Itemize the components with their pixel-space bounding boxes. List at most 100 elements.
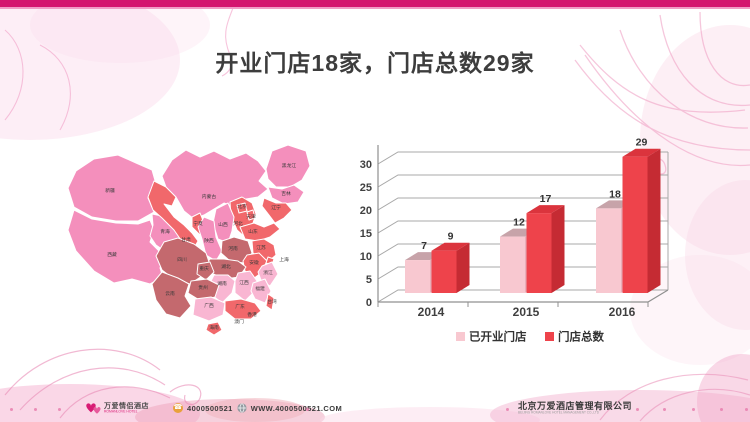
x-category-label-2016: 2016 [609,305,636,319]
x-category-label-2014: 2014 [418,305,445,319]
province-海南 [205,321,223,336]
y-tick-label-30: 30 [360,159,372,171]
store-count-bar-chart: 7 9 12 17 18 29 0 5 10 15 20 25 30 2014 2015 2016 已开业门店 门… [360,137,669,344]
decor-dot [58,408,61,411]
province-label-广西: 广西 [204,302,214,309]
province-黑龙江 [265,144,311,188]
gridline-0 [377,289,668,303]
province-广东 [224,298,262,320]
bar-value-label-门店总数-2015: 17 [540,193,552,205]
province-label-内蒙古: 内蒙古 [202,193,217,200]
company-name-cn: 北京万爱酒店管理有限公司 [518,401,633,411]
bar-门店总数-2014 [431,250,457,293]
province-山东 [239,222,281,242]
province-label-陕西: 陕西 [204,237,214,244]
gridline-25 [377,174,668,188]
province-贵州 [187,278,220,302]
bar-已开业门店-2015 [500,236,525,293]
province-label-湖北: 湖北 [221,263,231,270]
province-label-河南: 河南 [228,245,238,252]
company-name-en: BEIJING ROMANLOVE HOTEL MANAGEMENT CO.,L… [518,411,599,415]
bar-value-label-门店总数-2016: 29 [636,137,648,149]
wash-right-2 [685,180,750,330]
province-label-澳门: 澳门 [234,318,244,325]
gridline-10 [377,243,668,257]
decor-dot [636,408,639,411]
province-label-黑龙江: 黑龙江 [282,162,297,169]
brand-name-en: ROMANLOVE HOTEL [104,410,138,414]
y-tick-label-15: 15 [360,228,372,240]
province-label-福建: 福建 [255,285,265,292]
website-url: WWW.4000500521.COM [250,403,343,413]
legend-swatch-已开业门店 [456,332,465,341]
gridline-15 [377,220,668,234]
province-辽宁 [261,197,293,224]
wash-bottom-mid [320,407,540,422]
province-label-河北: 河北 [233,220,243,227]
bar-top-门店总数-2014 [431,242,470,251]
decor-dot [34,408,37,411]
province-label-湖南: 湖南 [217,280,227,287]
wash-top-left [0,0,180,140]
bar-top-门店总数-2016 [622,148,661,157]
province-新疆 [67,154,157,222]
decor-dot [506,408,509,411]
province-label-香港: 香港 [247,311,257,318]
top-accent-bar [0,0,750,7]
province-福建 [250,278,272,304]
bar-门店总数-2015 [526,213,552,293]
legend-label-已开业门店: 已开业门店 [469,330,527,344]
province-label-江苏: 江苏 [256,244,266,251]
double-heart-icon [86,403,101,414]
bar-side-门店总数-2015 [551,205,565,293]
y-tick-label-20: 20 [360,205,372,217]
brand-logo [85,402,102,422]
gridline-30 [377,151,668,165]
province-label-广东: 广东 [235,303,245,310]
province-label-新疆: 新疆 [105,187,115,194]
province-台湾 [265,293,275,311]
gridline-5 [377,266,668,280]
brand-text: 万爱情侣酒店 ROMANLOVE HOTEL [104,403,174,417]
bar-value-label-已开业门店-2015: 12 [513,217,525,229]
bar-side-门店总数-2016 [647,148,661,293]
phone-number: 4000500521 [187,403,233,413]
footer-contact: ☎ 4000500521 WWW.4000500521.COM [173,403,342,413]
province-label-上海: 上海 [279,256,289,263]
decor-dot [720,408,723,411]
flower-strokes-bottom-right [599,373,750,422]
x-category-label-2015: 2015 [513,305,540,319]
province-label-安徽: 安徽 [249,259,259,266]
legend-label-门店总数: 门店总数 [558,330,604,344]
wash-bottom-left-3 [205,398,305,422]
province-广西 [192,296,226,322]
bar-已开业门店-2016 [596,208,621,293]
province-吉林 [267,184,305,205]
globe-icon [237,403,247,413]
decor-dot [745,408,748,411]
province-label-山西: 山西 [218,221,228,228]
province-label-山东: 山东 [248,228,258,235]
province-label-海南: 海南 [209,324,219,331]
bar-side-门店总数-2014 [456,242,470,293]
brand-name-cn: 万爱情侣酒店 [104,403,149,410]
province-重庆 [196,261,215,281]
province-label-台湾: 台湾 [267,298,277,305]
province-label-云南: 云南 [165,290,175,297]
bar-top-门店总数-2015 [526,205,565,214]
wash-top-left-2 [30,0,210,63]
decor-dot [10,408,13,411]
bar-value-label-已开业门店-2014: 7 [421,240,427,252]
y-tick-label-25: 25 [360,182,372,194]
bar-已开业门店-2014 [405,260,430,293]
decor-dot [692,408,695,411]
province-label-贵州: 贵州 [198,284,208,291]
province-label-西藏: 西藏 [107,251,117,258]
province-label-吉林: 吉林 [281,190,291,197]
flower-strokes-bottom-left [4,348,202,419]
top-accent-bar-underline [0,7,750,9]
phone-icon: ☎ [173,403,183,413]
province-label-青海: 青海 [160,228,170,235]
